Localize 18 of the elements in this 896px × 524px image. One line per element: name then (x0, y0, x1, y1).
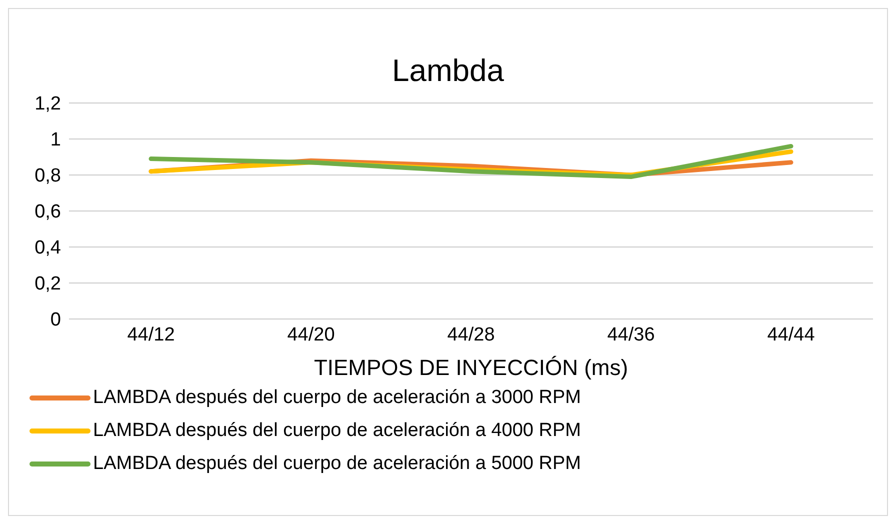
chart-title: Lambda (390, 52, 506, 89)
x-tick-label: 44/12 (127, 324, 175, 346)
y-tick-label: 0 (50, 310, 61, 331)
legend-label: LAMBDA después del cuerpo de aceleración a 5000 RPM (93, 452, 581, 474)
x-tick-label: 44/36 (607, 324, 655, 346)
x-tick-label: 44/44 (767, 324, 816, 346)
y-tick-label: 1,2 (34, 94, 61, 115)
x-axis-title: TIEMPOS DE INYECCIÓN (ms) (314, 355, 628, 380)
legend-label: LAMBDA después del cuerpo de aceleración a 3000 RPM (93, 386, 581, 408)
y-tick-label: 0,6 (34, 202, 61, 223)
line-series (148, 144, 794, 180)
y-tick-label: 1 (50, 130, 61, 151)
legend-label: LAMBDA después del cuerpo de aceleración a 4000 RPM (93, 420, 581, 442)
x-tick-label: 44/28 (447, 324, 495, 346)
y-tick-label: 0,2 (34, 274, 61, 295)
y-tick-label: 0,8 (34, 166, 61, 187)
x-tick-label: 44/20 (287, 324, 335, 346)
y-tick-label: 0,4 (34, 238, 62, 259)
